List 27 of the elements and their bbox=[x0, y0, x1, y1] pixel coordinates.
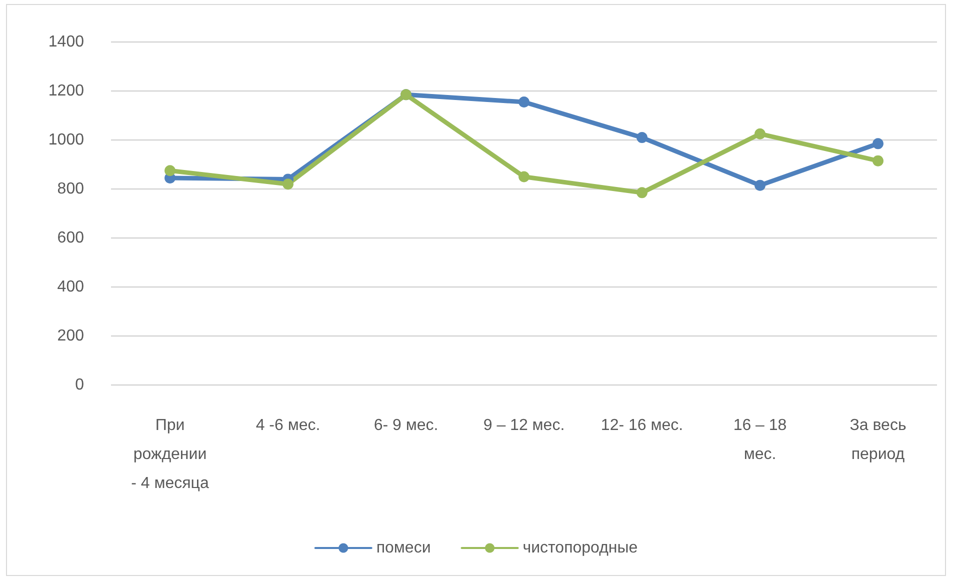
legend-label: чистопородные bbox=[522, 540, 638, 556]
point bbox=[164, 165, 176, 176]
point bbox=[636, 187, 648, 198]
y-tick-label: 800 bbox=[57, 180, 84, 198]
point bbox=[872, 155, 884, 166]
point bbox=[282, 178, 294, 190]
y-tick-label: 1000 bbox=[48, 132, 84, 148]
point bbox=[754, 180, 766, 191]
y-tick-label: 200 bbox=[57, 328, 84, 344]
point bbox=[518, 96, 530, 108]
point bbox=[754, 128, 766, 140]
y-tick-label: 0 bbox=[75, 376, 84, 394]
x-tick-label: При рождении - 4 месяца bbox=[131, 417, 209, 492]
x-tick-label: 9 – 12 мес. bbox=[483, 417, 565, 434]
y-tick-label: 600 bbox=[57, 230, 84, 246]
y-tick-label: 400 bbox=[57, 278, 84, 296]
legend-label: помеси bbox=[376, 540, 431, 556]
x-tick-label: 16 – 18 мес. bbox=[733, 417, 787, 463]
point bbox=[872, 138, 884, 150]
y-tick-label: 1200 bbox=[48, 82, 84, 100]
point bbox=[636, 132, 648, 144]
x-tick-label: 12- 16 мес. bbox=[600, 417, 684, 434]
point bbox=[518, 171, 530, 182]
x-tick-label: За весь период bbox=[850, 417, 906, 463]
x-tick-label: 6- 9 мес. bbox=[374, 417, 438, 434]
x-tick-label: 4 -6 мес. bbox=[256, 417, 320, 434]
y-tick-label: 1400 bbox=[48, 34, 84, 50]
